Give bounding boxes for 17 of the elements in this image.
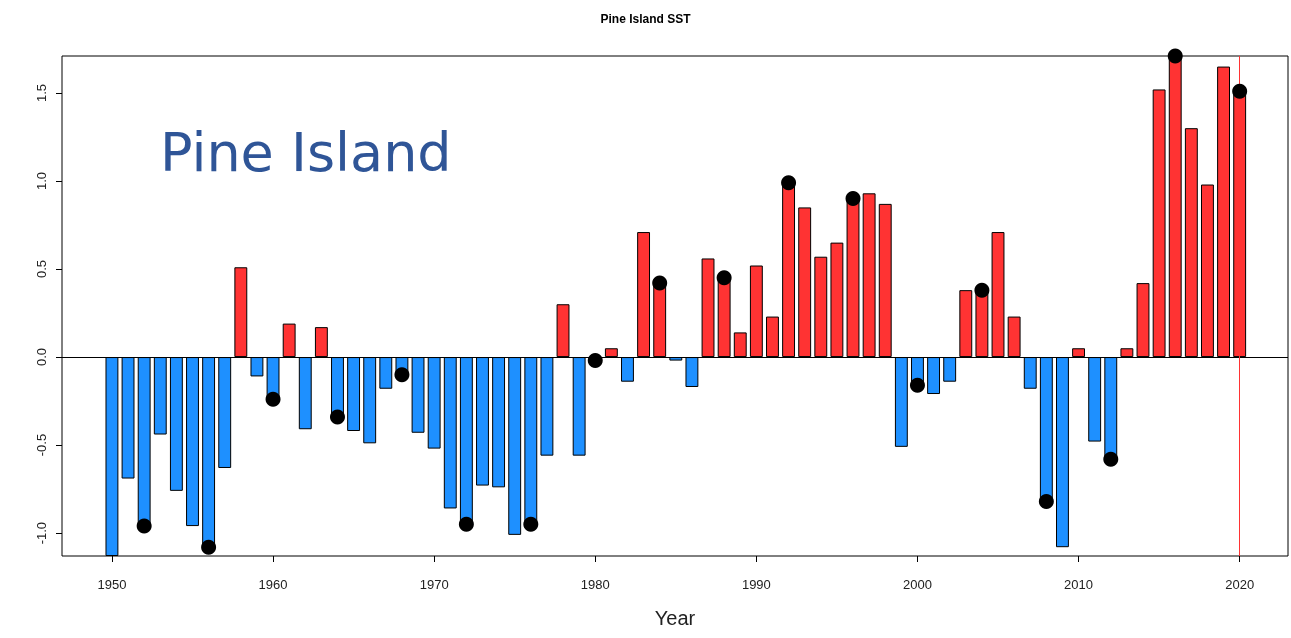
- y-tick-label: 1.5: [34, 83, 49, 103]
- x-tick-label: 1960: [258, 577, 288, 592]
- y-tick-label: -1.0: [34, 521, 49, 545]
- y-tick-label: 1.0: [34, 171, 49, 191]
- y-tick-label: 0.5: [34, 259, 49, 279]
- x-tick-label: 1970: [419, 577, 449, 592]
- x-axis-title: Year: [654, 607, 696, 629]
- annotation: Pine Island: [160, 120, 452, 184]
- x-tick-label: 2020: [1225, 577, 1255, 592]
- x-tick-label: 1990: [741, 577, 771, 592]
- y-tick-label: 0.0: [34, 348, 49, 367]
- x-tick-label: 1950: [97, 577, 127, 592]
- x-tick-label: 2010: [1064, 577, 1094, 592]
- x-tick-label: 2000: [903, 577, 932, 592]
- chart-title: Pine Island SST: [600, 12, 692, 26]
- y-tick-label: -0.5: [34, 433, 49, 457]
- x-tick-label: 1980: [580, 577, 610, 592]
